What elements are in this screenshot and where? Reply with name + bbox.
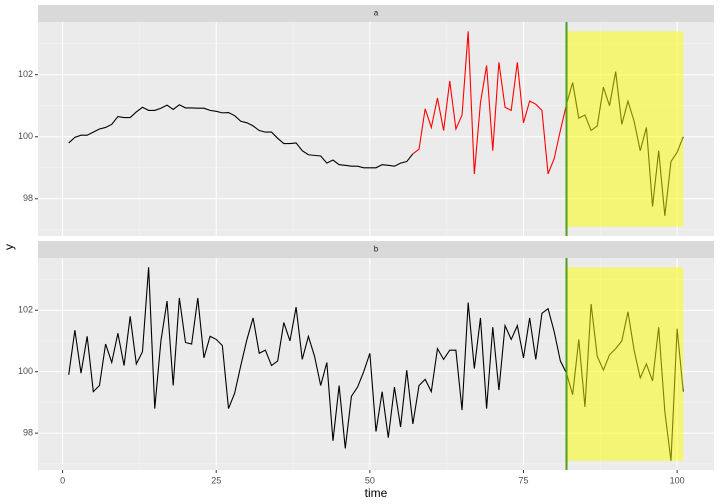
x-tick-label: 25 [211,475,221,485]
facet-label: b [374,245,379,254]
y-tick-label: 100 [18,131,33,141]
strip-background [38,241,714,258]
highlight-band [566,267,684,461]
series-line [412,31,568,175]
x-tick-label: 0 [60,475,65,485]
y-tick-label: 100 [18,366,33,376]
x-tick-label: 100 [670,475,685,485]
y-tick-label: 102 [18,305,33,315]
x-tick-label: 50 [365,475,375,485]
x-tick-label: 75 [518,475,528,485]
x-axis-title: time [365,486,388,500]
strip-background [38,5,714,22]
y-axis-title: y [2,244,16,250]
y-tick-label: 98 [23,193,33,203]
highlight-band [566,31,684,227]
y-tick-label: 98 [23,428,33,438]
facet-label: a [374,9,379,18]
y-tick-label: 102 [18,69,33,79]
